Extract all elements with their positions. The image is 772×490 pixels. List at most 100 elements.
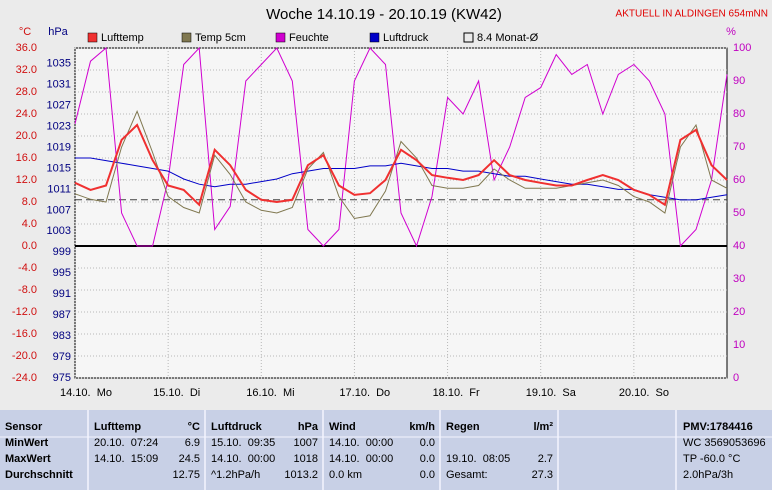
y2-tick-label: 1027 <box>47 100 71 112</box>
table-cell: 14.10. 00:00 <box>211 453 275 465</box>
table-header: PMV:1784416 <box>683 421 753 433</box>
chart-title: Woche 14.10.19 - 20.10.19 (KW42) <box>266 6 502 23</box>
table-cell: 0.0 km <box>329 469 362 481</box>
x-tick-label: 19.10. Sa <box>526 387 577 399</box>
series-line <box>74 46 728 248</box>
table-cell: 14.10. 00:00 <box>329 453 393 465</box>
y-tick-label: 4.0 <box>22 218 37 230</box>
y-tick-label: -8.0 <box>18 284 37 296</box>
y2-tick-label: 1011 <box>47 183 71 195</box>
y3-tick-label: 10 <box>733 339 745 351</box>
table-cell: 0.0 <box>420 437 435 449</box>
legend-swatch <box>463 32 474 43</box>
table-cell: 19.10. 08:05 <box>446 453 510 465</box>
series-line <box>75 157 728 201</box>
y3-tick-label: 100 <box>733 42 751 54</box>
y3-tick-label: 50 <box>733 207 745 219</box>
y3-tick-label: 70 <box>733 141 745 153</box>
table-cell: ^1.2hPa/h <box>211 469 260 481</box>
legend-swatch <box>369 32 380 43</box>
table-header: Luftdruck <box>211 421 263 433</box>
table-cell: 1013.2 <box>284 469 318 481</box>
table-cell: 1007 <box>294 437 318 449</box>
table-cell: 0.0 <box>420 453 435 465</box>
x-tick-label: 16.10. Mi <box>246 387 294 399</box>
table-cell: MaxWert <box>5 453 51 465</box>
y-tick-label: 28.0 <box>16 86 37 98</box>
x-tick-label: 15.10. Di <box>153 387 200 399</box>
y2-tick-label: 975 <box>53 372 71 384</box>
y-tick-label: -24.0 <box>12 372 37 384</box>
table-cell: Gesamt: <box>446 469 488 481</box>
legend-label: Lufttemp <box>101 32 144 44</box>
table-cell: 1018 <box>294 453 318 465</box>
y3-axis-unit: % <box>726 26 736 38</box>
x-tick-label: 17.10. Do <box>339 387 390 399</box>
y-tick-label: 36.0 <box>16 42 37 54</box>
y-tick-label: -12.0 <box>12 306 37 318</box>
y-tick-label: -20.0 <box>12 350 37 362</box>
table-cell: WC 3569053696 <box>683 437 766 449</box>
table-header: Lufttemp <box>94 421 141 433</box>
x-tick-label: 14.10. Mo <box>60 387 112 399</box>
y2-tick-label: 995 <box>53 267 71 279</box>
table-header: l/m² <box>533 421 553 433</box>
y-tick-label: 8.0 <box>22 196 37 208</box>
table-cell: 0.0 <box>420 469 435 481</box>
table-header: Sensor <box>5 421 43 433</box>
table-cell: Durchschnitt <box>5 469 73 481</box>
y2-tick-label: 1035 <box>47 58 71 70</box>
table-header: hPa <box>298 421 319 433</box>
table-cell: 14.10. 00:00 <box>329 437 393 449</box>
y-tick-label: -16.0 <box>12 328 37 340</box>
y-axis-unit: °C <box>19 26 31 38</box>
x-tick-label: 18.10. Fr <box>433 387 480 399</box>
y2-tick-label: 983 <box>53 330 71 342</box>
legend-label: 8.4 Monat-Ø <box>477 32 539 44</box>
y2-tick-label: 979 <box>53 351 71 363</box>
table-header: °C <box>188 421 200 433</box>
table-header: Wind <box>329 421 356 433</box>
y2-axis-unit: hPa <box>48 26 68 38</box>
x-tick-label: 20.10. So <box>619 387 669 399</box>
table-cell: 20.10. 07:24 <box>94 437 158 449</box>
y-tick-label: 16.0 <box>16 152 37 164</box>
table-cell: 27.3 <box>532 469 553 481</box>
table-cell: 12.75 <box>172 469 200 481</box>
y2-tick-label: 1007 <box>47 204 71 216</box>
table-cell: 2.0hPa/3h <box>683 469 733 481</box>
y2-tick-label: 1023 <box>47 120 71 132</box>
y-tick-label: 20.0 <box>16 130 37 142</box>
table-cell: 15.10. 09:35 <box>211 437 275 449</box>
legend-swatch <box>275 32 286 43</box>
station-label: AKTUELL IN ALDINGEN 654mNN <box>616 9 768 20</box>
legend-swatch <box>87 32 98 43</box>
y-tick-label: 0.0 <box>22 240 37 252</box>
table-cell: MinWert <box>5 437 49 449</box>
y3-tick-label: 40 <box>733 240 745 252</box>
y-tick-label: 32.0 <box>16 64 37 76</box>
y2-tick-label: 1019 <box>47 141 71 153</box>
y3-tick-label: 80 <box>733 108 745 120</box>
y3-tick-label: 60 <box>733 174 745 186</box>
legend-label: Luftdruck <box>383 32 429 44</box>
y2-tick-label: 999 <box>53 246 71 258</box>
table-background <box>0 410 772 490</box>
y3-tick-label: 90 <box>733 75 745 87</box>
table-cell: 14.10. 15:09 <box>94 453 158 465</box>
legend-label: Temp 5cm <box>195 32 246 44</box>
y3-tick-label: 30 <box>733 273 745 285</box>
y2-tick-label: 987 <box>53 309 71 321</box>
series-line <box>74 123 728 207</box>
table-cell: 2.7 <box>538 453 553 465</box>
y-tick-label: 24.0 <box>16 108 37 120</box>
y-tick-label: -4.0 <box>18 262 37 274</box>
table-cell: TP -60.0 °C <box>683 453 740 465</box>
table-cell: 24.5 <box>179 453 200 465</box>
legend-swatch <box>181 32 192 43</box>
table-cell: 6.9 <box>185 437 200 449</box>
table-header: km/h <box>409 421 435 433</box>
y-tick-label: 12.0 <box>16 174 37 186</box>
y3-tick-label: 20 <box>733 306 745 318</box>
